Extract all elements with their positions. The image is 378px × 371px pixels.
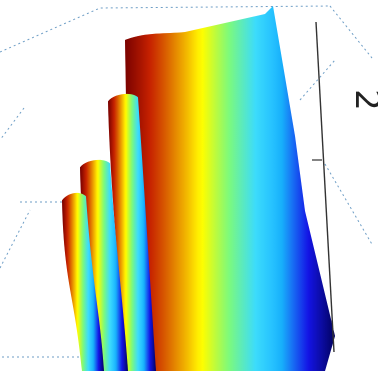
surface-layer-shading — [80, 159, 128, 371]
grid-line — [329, 5, 373, 59]
grid-line — [0, 209, 31, 269]
grid-line — [299, 59, 336, 101]
grid-line — [324, 163, 374, 247]
surface-layer-shading — [108, 93, 156, 371]
z-tick-label: 2 — [347, 89, 378, 111]
z-axis: 2 — [312, 21, 378, 353]
grid-line — [0, 5, 331, 53]
surface-layer-shading — [123, 6, 335, 371]
z-axis-line — [315, 21, 335, 353]
axes-grid — [0, 5, 374, 358]
surface-layer-shading — [62, 192, 104, 371]
grid-line — [0, 107, 25, 141]
surface-layers — [62, 6, 335, 371]
